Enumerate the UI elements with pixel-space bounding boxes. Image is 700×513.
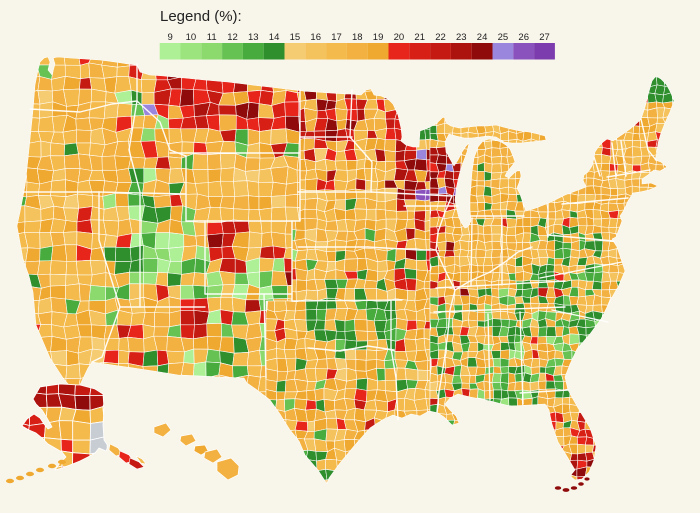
svg-text:24: 24: [477, 32, 488, 43]
svg-text:23: 23: [456, 32, 467, 43]
svg-text:21: 21: [414, 32, 425, 43]
svg-text:16: 16: [310, 32, 321, 43]
svg-text:18: 18: [352, 32, 363, 43]
svg-text:11: 11: [207, 32, 217, 43]
svg-text:27: 27: [539, 32, 550, 43]
svg-text:19: 19: [373, 32, 384, 43]
svg-text:Legend (%):: Legend (%):: [160, 8, 242, 25]
svg-text:26: 26: [518, 32, 529, 43]
svg-text:22: 22: [435, 32, 446, 43]
svg-text:10: 10: [186, 32, 197, 43]
svg-text:9: 9: [167, 32, 172, 43]
svg-text:12: 12: [227, 32, 238, 43]
svg-text:17: 17: [331, 32, 342, 43]
svg-text:15: 15: [290, 32, 301, 43]
svg-text:13: 13: [248, 32, 259, 43]
svg-text:14: 14: [269, 32, 280, 43]
svg-text:25: 25: [498, 32, 509, 43]
svg-text:20: 20: [394, 32, 405, 43]
